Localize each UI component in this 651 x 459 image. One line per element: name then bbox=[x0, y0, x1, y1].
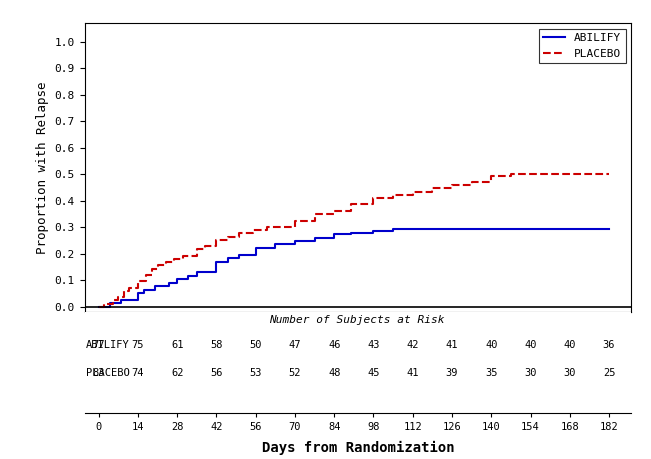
Text: 40: 40 bbox=[524, 341, 537, 350]
Text: 47: 47 bbox=[288, 341, 301, 350]
Text: 41: 41 bbox=[406, 368, 419, 378]
ABILIFY bbox=[291, 242, 299, 247]
Text: 53: 53 bbox=[249, 368, 262, 378]
Text: 58: 58 bbox=[210, 341, 223, 350]
Text: 30: 30 bbox=[524, 368, 537, 378]
Text: 43: 43 bbox=[367, 341, 380, 350]
PLACEBO bbox=[546, 171, 554, 177]
Text: 42: 42 bbox=[406, 341, 419, 350]
ABILIFY bbox=[212, 259, 220, 264]
Text: 30: 30 bbox=[564, 368, 576, 378]
PLACEBO bbox=[179, 253, 187, 258]
ABILIFY bbox=[389, 226, 397, 232]
Text: 36: 36 bbox=[603, 341, 615, 350]
ABILIFY bbox=[311, 238, 318, 244]
PLACEBO bbox=[507, 171, 515, 177]
Text: 35: 35 bbox=[485, 368, 497, 378]
Text: 61: 61 bbox=[171, 341, 184, 350]
Text: 83: 83 bbox=[92, 368, 105, 378]
Text: Number of Subjects at Risk: Number of Subjects at Risk bbox=[269, 315, 445, 325]
Text: 40: 40 bbox=[485, 341, 497, 350]
Legend: ABILIFY, PLACEBO: ABILIFY, PLACEBO bbox=[538, 28, 626, 63]
PLACEBO bbox=[148, 272, 156, 278]
Line: PLACEBO: PLACEBO bbox=[99, 174, 609, 307]
Text: 62: 62 bbox=[171, 368, 184, 378]
PLACEBO bbox=[274, 224, 282, 230]
Text: 46: 46 bbox=[328, 341, 340, 350]
Text: 50: 50 bbox=[249, 341, 262, 350]
PLACEBO bbox=[605, 171, 613, 177]
PLACEBO bbox=[148, 266, 156, 271]
X-axis label: Days from Randomization: Days from Randomization bbox=[262, 441, 454, 454]
Text: 45: 45 bbox=[367, 368, 380, 378]
ABILIFY bbox=[311, 235, 318, 241]
ABILIFY bbox=[95, 304, 103, 309]
Text: 25: 25 bbox=[603, 368, 615, 378]
ABILIFY bbox=[151, 287, 159, 292]
ABILIFY bbox=[605, 226, 613, 232]
Text: 41: 41 bbox=[446, 341, 458, 350]
Text: ABILIFY: ABILIFY bbox=[86, 341, 130, 350]
PLACEBO bbox=[95, 304, 103, 309]
Text: 52: 52 bbox=[288, 368, 301, 378]
Line: ABILIFY: ABILIFY bbox=[99, 229, 609, 307]
Y-axis label: Proportion with Relapse: Proportion with Relapse bbox=[36, 81, 49, 254]
Text: 75: 75 bbox=[132, 341, 144, 350]
Text: 48: 48 bbox=[328, 368, 340, 378]
Text: 77: 77 bbox=[92, 341, 105, 350]
Text: 39: 39 bbox=[446, 368, 458, 378]
PLACEBO bbox=[291, 224, 299, 230]
Text: 74: 74 bbox=[132, 368, 144, 378]
Text: PLACEBO: PLACEBO bbox=[86, 368, 130, 378]
Text: 40: 40 bbox=[564, 341, 576, 350]
Text: 56: 56 bbox=[210, 368, 223, 378]
ABILIFY bbox=[347, 230, 355, 235]
